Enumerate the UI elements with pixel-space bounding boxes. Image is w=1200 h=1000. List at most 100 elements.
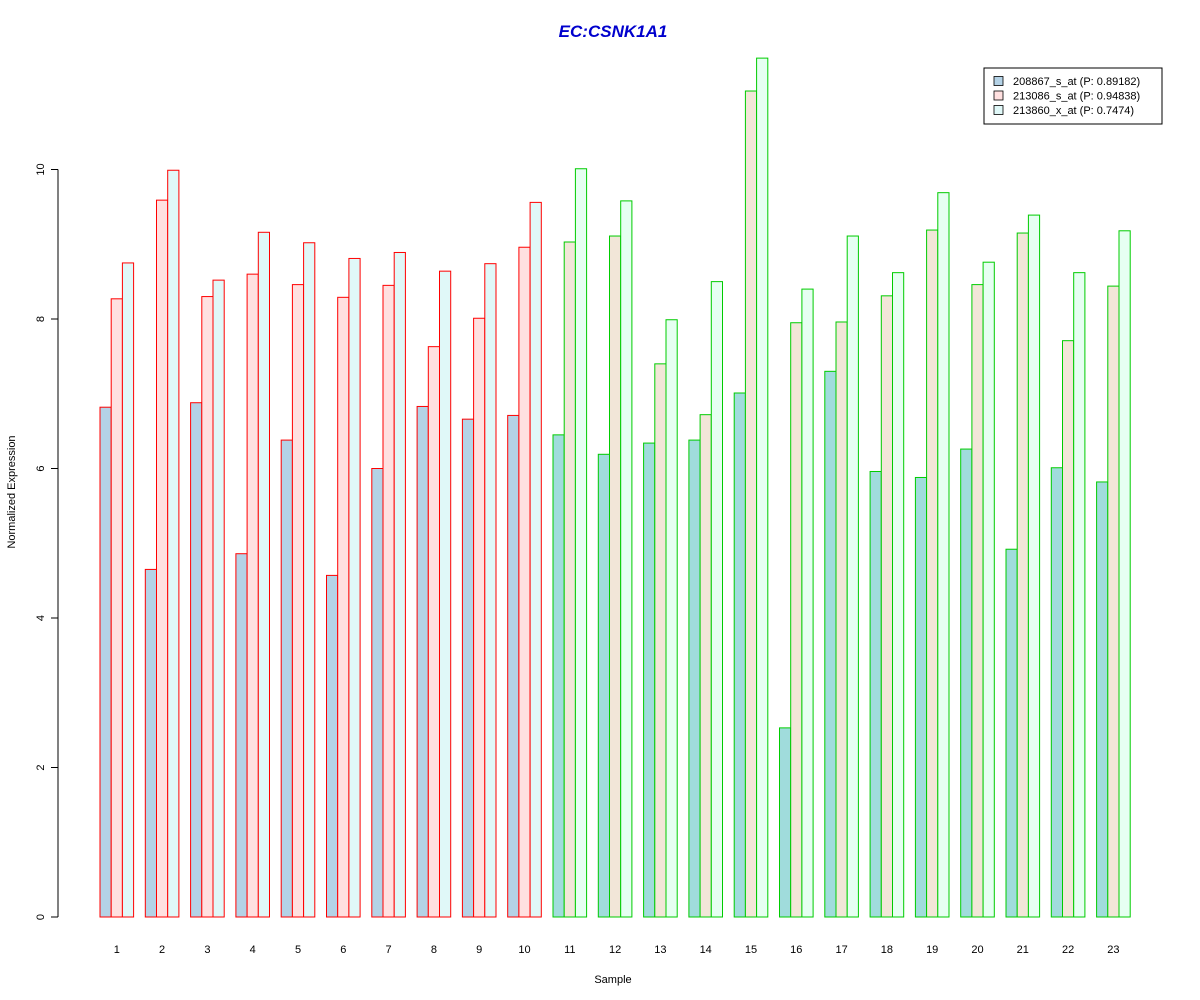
bar-1 xyxy=(688,439,701,918)
bar-3 xyxy=(982,261,995,918)
bar-1 xyxy=(190,402,203,918)
bar-3 xyxy=(710,281,723,918)
bar-2 xyxy=(291,284,305,918)
legend-swatch xyxy=(993,90,1004,101)
bar-1 xyxy=(733,392,746,918)
x-tick-label: 2 xyxy=(159,944,165,956)
y-tick-label: 6 xyxy=(35,465,47,471)
chart-title: EC:CSNK1A1 xyxy=(559,22,668,41)
x-tick-label: 18 xyxy=(881,944,893,956)
bar-2 xyxy=(1062,340,1075,918)
x-axis-label: Sample xyxy=(594,974,631,986)
bar-2 xyxy=(110,298,123,918)
y-axis-label: Normalized Expression xyxy=(6,435,18,548)
legend-entry: 208867_s_at (P: 0.89182) xyxy=(1013,76,1140,88)
bar-2 xyxy=(382,284,395,918)
y-tick-label: 0 xyxy=(35,914,47,920)
x-tick-label: 10 xyxy=(518,944,530,956)
x-tick-label: 13 xyxy=(654,944,666,956)
x-axis: 1 2 3 4 5 6 7 8 9 10 11 12 13 14 15 16 17 18 19 20 21 22 23 xyxy=(114,944,1120,956)
bar-3 xyxy=(212,279,225,918)
x-tick-label: 12 xyxy=(609,944,621,956)
x-tick-label: 11 xyxy=(564,944,575,956)
bar-1 xyxy=(235,553,248,918)
bar-2 xyxy=(699,414,712,918)
bar-3 xyxy=(1027,214,1041,918)
bar-2 xyxy=(427,346,440,918)
bar-2 xyxy=(926,229,939,918)
bar-3 xyxy=(620,200,633,918)
x-tick-label: 8 xyxy=(431,944,437,956)
bar-3 xyxy=(801,288,814,918)
y-axis: 0 2 4 6 8 10 xyxy=(35,163,59,920)
bar-2 xyxy=(609,235,622,918)
y-tick-label: 4 xyxy=(35,615,47,621)
legend-entry: 213860_x_at (P: 0.7474) xyxy=(1013,105,1134,117)
x-tick-label: 16 xyxy=(790,944,802,956)
bar-3 xyxy=(393,251,406,918)
y-tick-label: 10 xyxy=(35,163,47,175)
bar-3 xyxy=(1118,230,1131,918)
bar-1 xyxy=(597,453,610,918)
bar-1 xyxy=(824,370,837,918)
x-tick-label: 22 xyxy=(1062,944,1074,956)
x-tick-label: 6 xyxy=(340,944,346,956)
bar-1 xyxy=(643,442,656,918)
x-tick-label: 1 xyxy=(114,944,120,956)
bar-2 xyxy=(246,273,259,918)
y-tick-label: 2 xyxy=(35,764,47,770)
bar-3 xyxy=(167,169,180,918)
bar-3 xyxy=(1073,272,1086,918)
bar-2 xyxy=(790,322,803,918)
bar-1 xyxy=(1005,548,1018,918)
x-tick-label: 15 xyxy=(745,944,757,956)
bar-1 xyxy=(914,476,928,918)
legend-swatch xyxy=(993,76,1004,86)
x-tick-label: 21 xyxy=(1017,944,1029,956)
bar-1 xyxy=(552,434,565,918)
bar-3 xyxy=(348,257,361,918)
bar-2 xyxy=(473,317,486,918)
x-tick-label: 4 xyxy=(250,944,256,956)
bar-3 xyxy=(756,57,769,918)
bar-1 xyxy=(1050,467,1064,918)
bar-1 xyxy=(869,470,882,918)
x-tick-label: 20 xyxy=(971,944,983,956)
x-tick-label: 14 xyxy=(700,944,712,956)
x-tick-label: 9 xyxy=(476,944,482,956)
bar-3 xyxy=(257,231,270,918)
bar-3 xyxy=(846,235,859,918)
x-tick-label: 23 xyxy=(1107,944,1119,956)
bar-2 xyxy=(744,90,758,918)
legend-box xyxy=(983,67,1163,125)
legend-entry: 213086_s_at (P: 0.94838) xyxy=(1013,91,1140,103)
bar-2 xyxy=(337,296,350,918)
bar-3 xyxy=(484,263,497,918)
bars-group xyxy=(99,57,1131,918)
bar-1 xyxy=(371,468,384,918)
bar-3 xyxy=(439,270,452,918)
bar-1 xyxy=(960,448,973,918)
bar-1 xyxy=(779,727,792,918)
x-tick-label: 3 xyxy=(204,944,210,956)
bar-2 xyxy=(1016,232,1029,918)
bar-2 xyxy=(654,363,667,918)
x-tick-label: 19 xyxy=(926,944,938,956)
bar-3 xyxy=(529,201,542,918)
bar-1 xyxy=(416,405,429,918)
bar-3 xyxy=(303,242,316,918)
legend: 208867_s_at (P: 0.89182) 213086_s_at (P: … xyxy=(983,67,1163,125)
bar-2 xyxy=(971,284,984,918)
bar-2 xyxy=(563,241,576,918)
bar-2 xyxy=(1107,285,1120,918)
bar-1 xyxy=(461,418,475,918)
bar-3 xyxy=(665,319,678,918)
bar-2 xyxy=(518,246,531,918)
legend-swatch xyxy=(993,105,1004,115)
bar-2 xyxy=(835,321,848,918)
bar-1 xyxy=(326,574,339,918)
bar-3 xyxy=(121,262,135,918)
bar-1 xyxy=(1096,481,1109,918)
x-tick-label: 7 xyxy=(386,944,392,956)
